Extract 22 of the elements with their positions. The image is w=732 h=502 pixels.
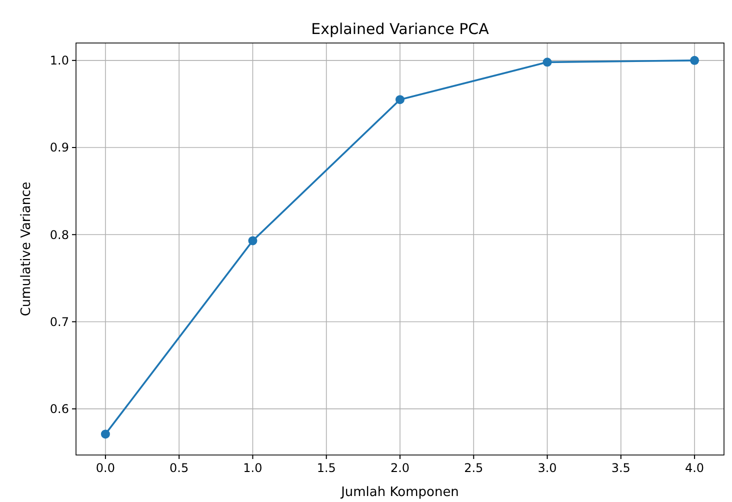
y-tick-label: 0.9 [50, 140, 69, 155]
point [100, 430, 110, 439]
y-tick-label: 0.8 [50, 228, 69, 242]
point [248, 236, 258, 246]
x-tick-label: 3.0 [538, 461, 557, 475]
point [396, 95, 404, 104]
y-tick-label: 0.6 [50, 402, 69, 416]
y-tick-label: 0.7 [50, 314, 69, 329]
x-axis-title: Jumlah Komponen [340, 485, 459, 500]
x-tick-label: 1.0 [243, 461, 262, 475]
point [690, 56, 700, 65]
y-tick-label: 1.0 [50, 54, 69, 68]
x-tick-label: 4.0 [685, 461, 704, 475]
point [542, 58, 552, 67]
x-tick-label: 2.5 [464, 461, 484, 475]
x-tick-label: 1.5 [316, 461, 336, 475]
x-tick-label: 0.5 [170, 461, 189, 475]
y-axis-title: Cumulative Variance [19, 182, 34, 316]
chart-title: Explained Variance PCA [311, 20, 490, 38]
x-tick-label: 0.0 [96, 461, 115, 475]
x-tick-label: 3.5 [611, 461, 630, 475]
x-tick-label: 2.0 [390, 461, 410, 475]
